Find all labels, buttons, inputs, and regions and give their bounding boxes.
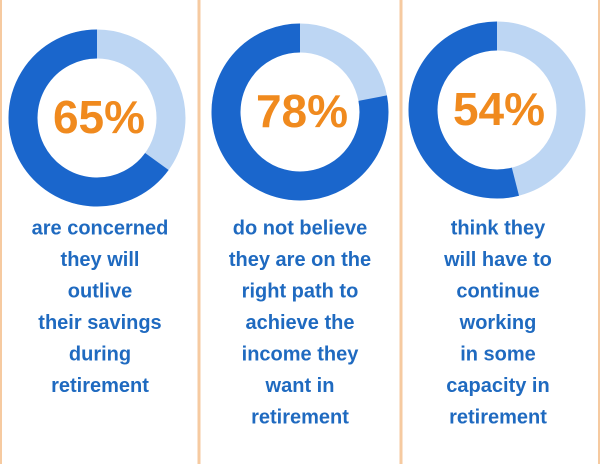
donut-arc: [8, 29, 169, 207]
percent-label: 54%: [453, 83, 545, 135]
caption-line: capacity in: [446, 375, 549, 397]
caption-line: achieve the: [246, 312, 355, 334]
caption-line: outlive: [68, 280, 132, 302]
caption-line: working: [459, 312, 537, 334]
caption-line: during: [69, 343, 131, 365]
caption-line: are concerned: [32, 217, 169, 239]
caption-line: retirement: [251, 406, 349, 428]
caption-line: they will: [61, 249, 140, 271]
caption-line: their savings: [38, 312, 161, 334]
caption-line: retirement: [449, 406, 547, 428]
percent-label: 78%: [256, 85, 348, 137]
percent-label: 65%: [53, 91, 145, 143]
caption-line: retirement: [51, 375, 149, 397]
donut-arc: [408, 21, 519, 199]
caption-line: think they: [451, 217, 546, 239]
caption-line: right path to: [242, 280, 359, 302]
caption-line: they are on the: [229, 249, 371, 271]
caption-line: income they: [242, 343, 360, 365]
caption-line: continue: [456, 280, 539, 302]
caption-line: want in: [265, 375, 335, 397]
caption-line: in some: [460, 343, 536, 365]
caption-line: do not believe: [233, 217, 367, 239]
caption-line: will have to: [443, 249, 552, 271]
donut-arc: [211, 23, 389, 201]
